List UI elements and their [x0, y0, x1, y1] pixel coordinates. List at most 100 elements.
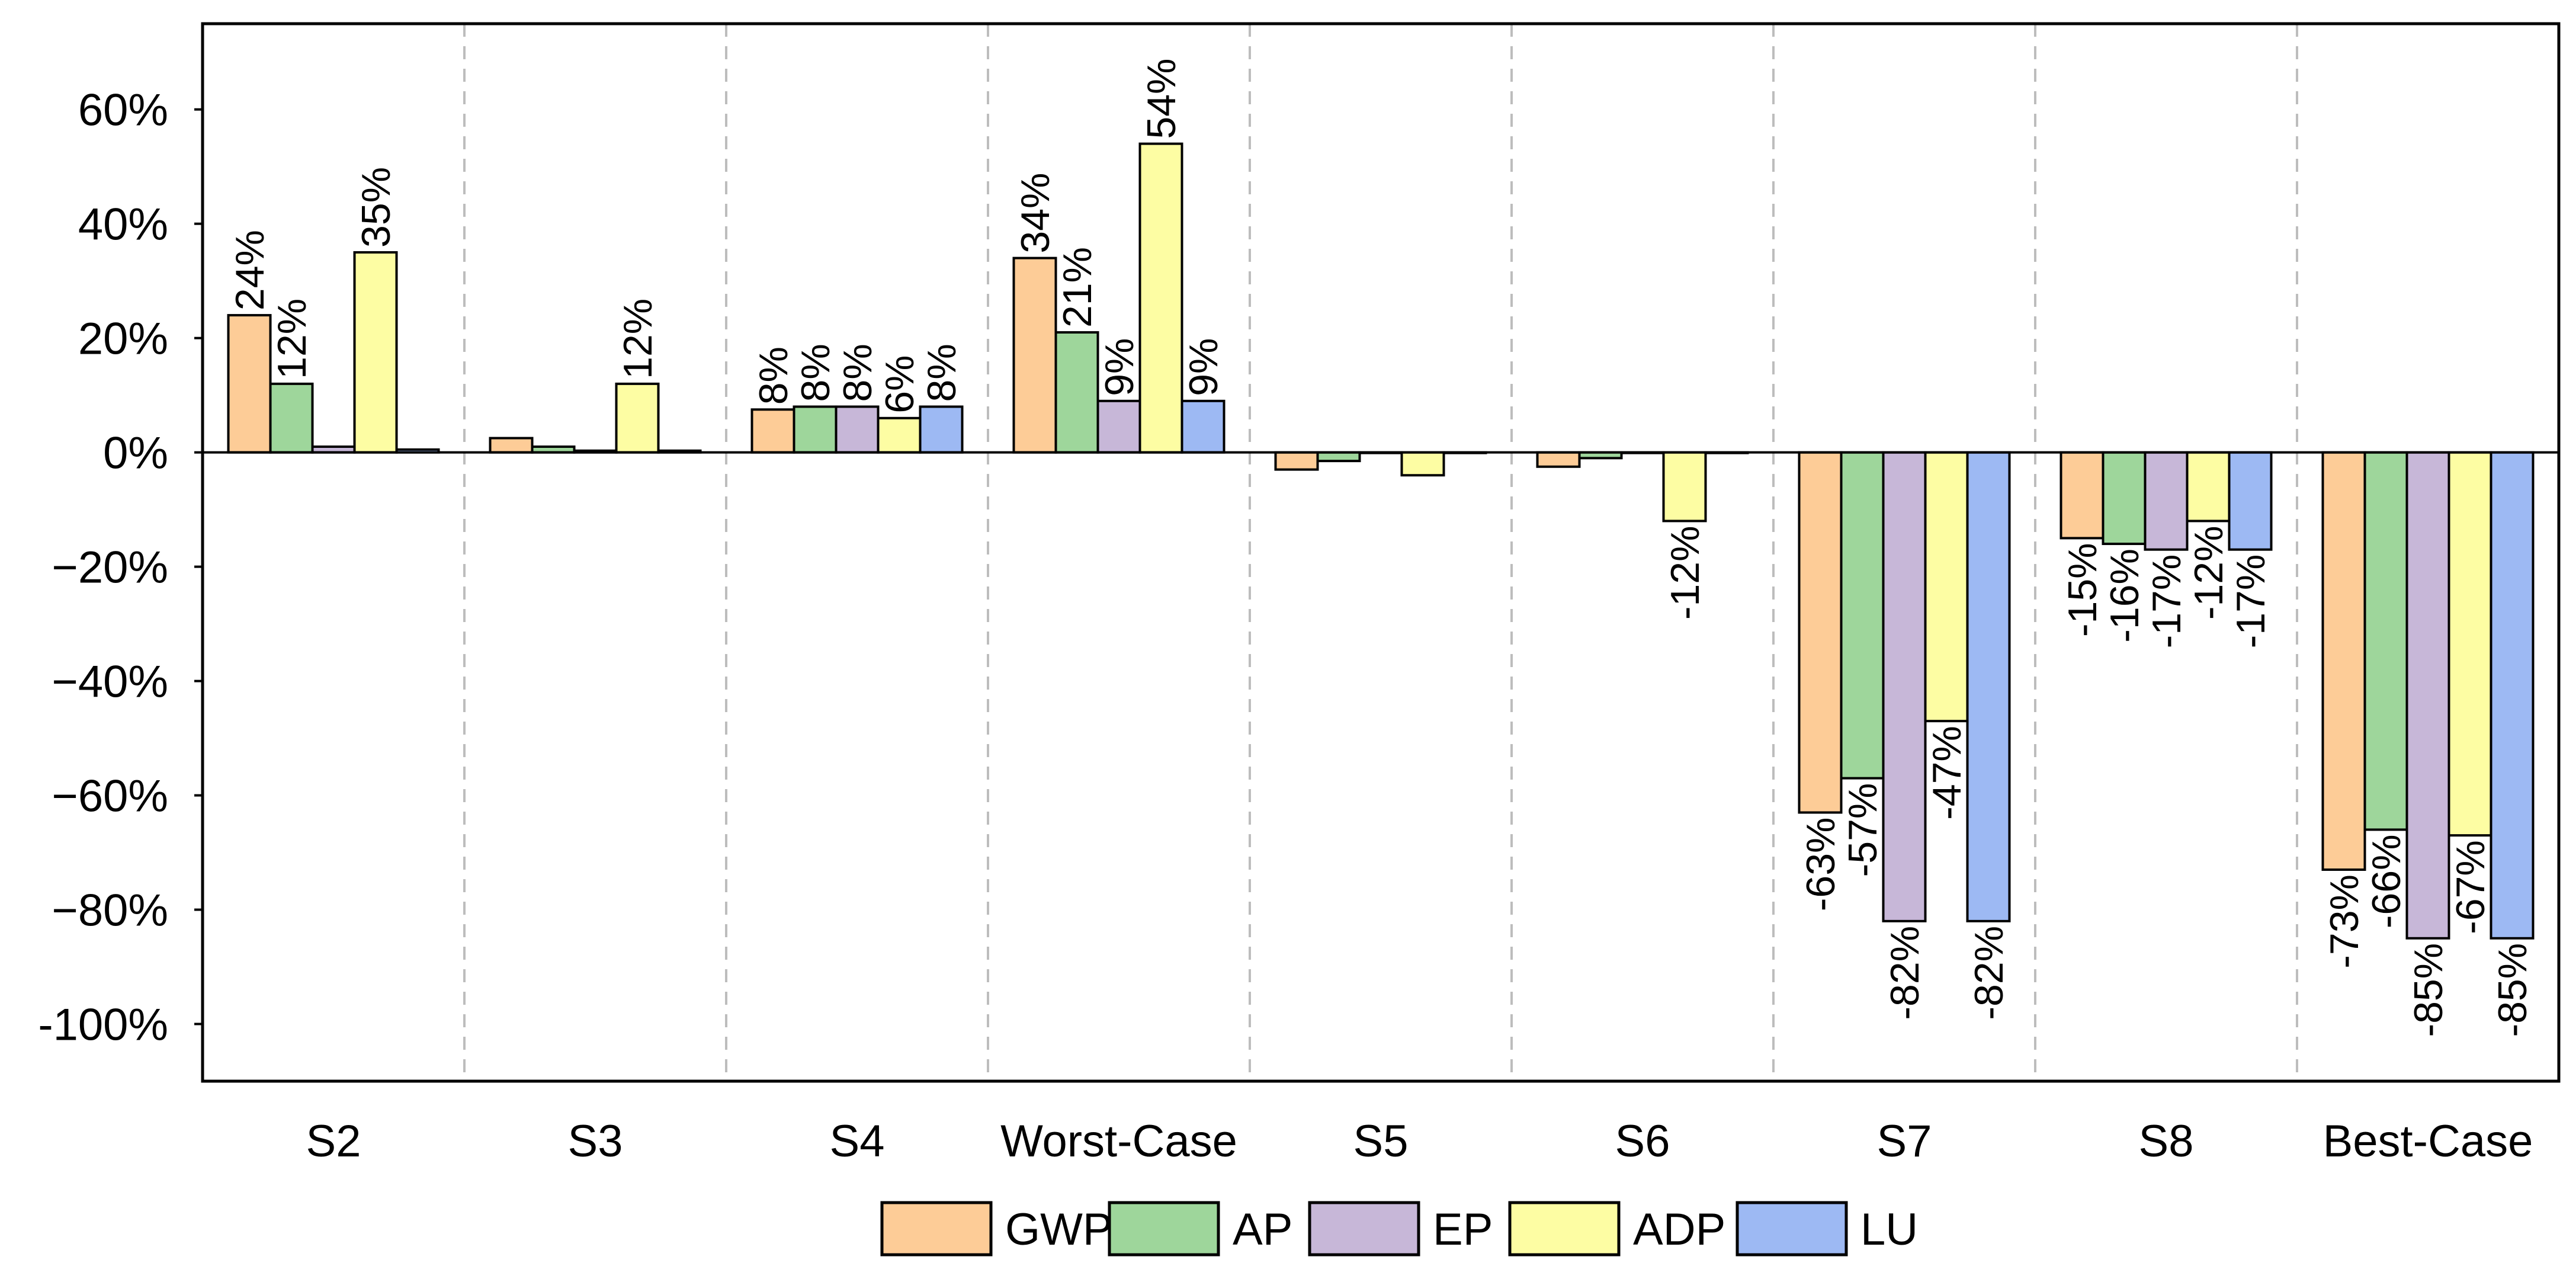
bar-ap-s4 [793, 405, 838, 454]
legend-label-ep: EP [1433, 1204, 1493, 1255]
bar-ap-s8 [2102, 451, 2147, 546]
x-tick-label-best-case: Best-Case [2323, 1116, 2533, 1166]
y-tick-label: −40% [52, 657, 169, 707]
bar-lu-worst-case [1180, 399, 1226, 454]
data-label-gwp-s7: -63% [1798, 818, 1843, 912]
bar-gwp-s6 [1536, 451, 1581, 468]
bar-ap-s7 [1840, 451, 1885, 780]
bar-adp-s8 [2186, 451, 2231, 523]
data-label-ap-worst-case: 21% [1055, 247, 1100, 328]
bar-gwp-best-case [2321, 451, 2366, 871]
y-tick-label: −80% [52, 886, 169, 936]
data-label-gwp-s4: 8% [751, 347, 796, 405]
data-label-gwp-s2: 24% [227, 230, 272, 310]
legend-swatch-lu [1735, 1201, 1848, 1257]
legend-swatch-ep [1308, 1201, 1420, 1257]
bar-gwp-s2 [227, 314, 272, 454]
bar-adp-s2 [353, 251, 398, 454]
bar-gwp-s5 [1274, 451, 1319, 471]
data-label-adp-best-case: -67% [2448, 840, 2493, 934]
x-tick-label-s7: S7 [1877, 1116, 1932, 1166]
data-label-ap-s4: 8% [793, 344, 838, 402]
plot-frame-layer [201, 22, 2561, 1083]
bar-ep-worst-case [1096, 399, 1141, 454]
bar-lu-s8 [2228, 451, 2273, 551]
bar-adp-s7 [1924, 451, 1969, 723]
y-tick-label: 60% [78, 85, 168, 136]
data-label-lu-s4: 8% [919, 344, 964, 402]
bar-ep-s8 [2144, 451, 2189, 551]
y-tick-label: 40% [78, 200, 168, 250]
plot-area [203, 24, 2559, 1081]
data-label-adp-s7: -47% [1924, 726, 1969, 820]
data-label-lu-s8: -17% [2228, 555, 2273, 649]
data-label-adp-worst-case: 54% [1139, 59, 1184, 139]
legend-label-lu: LU [1860, 1204, 1918, 1255]
plot-frame [201, 22, 2561, 1083]
bar-lu-s4 [919, 405, 964, 454]
data-label-adp-s3: 12% [615, 299, 660, 379]
legend: GWP AP EP ADP LU [880, 1201, 1918, 1257]
bar-gwp-s7 [1798, 451, 1843, 814]
data-label-adp-s2: 35% [354, 167, 399, 248]
bar-adp-best-case [2447, 451, 2492, 837]
bar-ap-s2 [269, 382, 314, 454]
data-label-ep-s8: -17% [2144, 555, 2189, 649]
bar-ap-best-case [2363, 451, 2408, 831]
bar-lu-s7 [1966, 451, 2011, 922]
x-tick-label-s8: S8 [2139, 1116, 2194, 1166]
x-tick-label-s3: S3 [568, 1116, 623, 1166]
bar-ap-worst-case [1054, 331, 1099, 454]
data-label-ap-best-case: -66% [2364, 834, 2409, 928]
y-tick-label: −60% [52, 771, 169, 822]
data-label-gwp-best-case: -73% [2322, 874, 2367, 969]
bar-ep-s7 [1882, 451, 1927, 922]
legend-swatch-ap [1108, 1201, 1220, 1257]
bar-ep-s4 [835, 405, 880, 454]
bar-adp-s3 [615, 382, 660, 454]
bar-gwp-worst-case [1012, 257, 1057, 454]
data-label-ep-best-case: -85% [2406, 943, 2451, 1037]
legend-label-adp: ADP [1633, 1204, 1725, 1255]
data-label-gwp-s8: -15% [2060, 543, 2105, 637]
plot-background [203, 24, 2559, 1081]
data-label-ep-s7: -82% [1882, 926, 1927, 1020]
data-label-ep-worst-case: 9% [1097, 338, 1142, 396]
data-label-adp-s4: 6% [877, 355, 922, 413]
bar-adp-s5 [1400, 451, 1445, 477]
data-label-ep-s4: 8% [835, 344, 880, 402]
bar-ap-s5 [1316, 451, 1361, 463]
y-tick-label: 0% [103, 428, 168, 479]
legend-label-ap: AP [1233, 1204, 1292, 1255]
x-tick-label-s5: S5 [1353, 1116, 1409, 1166]
x-tick-label-worst-case: Worst-Case [1000, 1116, 1237, 1166]
data-label-adp-s6: -12% [1663, 525, 1708, 620]
x-tick-label-s4: S4 [830, 1116, 885, 1166]
category-separators [463, 24, 2298, 1081]
legend-swatch-adp [1508, 1201, 1621, 1257]
x-tick-label-s2: S2 [306, 1116, 361, 1166]
bar-gwp-s3 [489, 437, 534, 454]
y-tick-label: −20% [52, 543, 169, 593]
legend-label-gwp: GWP [1005, 1204, 1113, 1255]
bar-gwp-s4 [750, 408, 795, 454]
bar-gwp-s8 [2059, 451, 2105, 540]
data-label-lu-best-case: -85% [2490, 943, 2535, 1037]
data-label-adp-s8: -12% [2186, 525, 2231, 620]
x-tick-label-s6: S6 [1615, 1116, 1670, 1166]
bar-adp-s4 [877, 416, 922, 454]
bar-adp-s6 [1662, 451, 1707, 523]
bar-adp-worst-case [1138, 142, 1183, 454]
data-label-gwp-worst-case: 34% [1013, 172, 1058, 253]
data-label-lu-worst-case: 9% [1181, 338, 1226, 396]
y-tick-label: -100% [38, 1000, 168, 1050]
data-label-ap-s7: -57% [1840, 783, 1885, 877]
bar-lu-best-case [2490, 451, 2535, 940]
data-label-ap-s8: -16% [2102, 549, 2147, 643]
data-labels-layer: 24%12%35%12% 8%8%8%6%8%34%21%9%54%9%-12%-… [227, 59, 2535, 1037]
data-label-ap-s2: 12% [270, 299, 315, 379]
y-axis: 60% 40% 20% 0% −20% −40% −60% −80% -100% [38, 85, 203, 1050]
y-tick-label: 20% [78, 314, 168, 364]
